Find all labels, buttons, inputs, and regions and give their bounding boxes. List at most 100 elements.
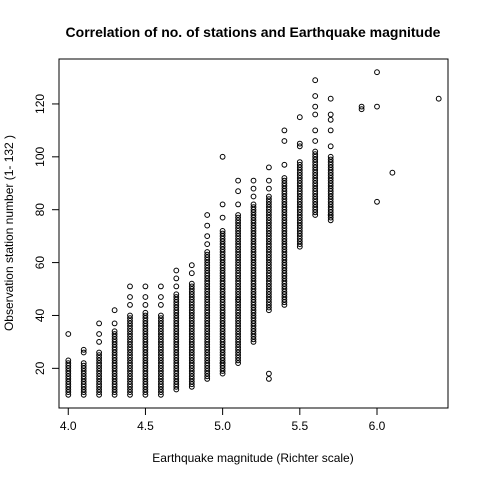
data-point <box>312 103 319 110</box>
data-point <box>312 151 319 158</box>
data-point <box>327 116 334 123</box>
data-point <box>250 204 257 211</box>
data-point <box>235 352 242 359</box>
data-point <box>250 280 257 287</box>
data-point <box>250 262 257 269</box>
data-point <box>312 77 319 84</box>
data-point <box>266 251 272 258</box>
data-point <box>296 172 303 179</box>
data-point <box>204 296 211 303</box>
data-point <box>250 225 257 232</box>
data-point <box>188 333 195 340</box>
data-point <box>219 370 226 377</box>
data-point <box>219 270 226 277</box>
data-point <box>235 225 242 232</box>
data-point <box>188 288 195 295</box>
data-point <box>96 352 102 359</box>
data-point <box>296 180 303 187</box>
data-point <box>158 302 164 308</box>
data-point <box>312 204 319 211</box>
data-point <box>204 251 211 258</box>
data-point <box>281 177 288 184</box>
data-point <box>250 235 257 242</box>
data-point <box>281 230 288 237</box>
data-point <box>327 153 334 160</box>
data-point <box>250 212 257 218</box>
data-point <box>204 233 211 240</box>
data-point <box>281 214 288 221</box>
x-tick-label: 5.5 <box>291 419 308 433</box>
data-point <box>327 111 334 118</box>
data-point <box>296 206 303 213</box>
data-point <box>204 280 211 287</box>
data-point <box>327 196 334 203</box>
data-point <box>327 217 334 224</box>
data-point <box>235 333 242 340</box>
data-point <box>327 188 334 195</box>
data-point <box>312 127 319 134</box>
data-point <box>266 278 272 285</box>
data-point <box>65 389 72 396</box>
data-point <box>327 185 334 192</box>
data-point <box>127 352 133 359</box>
data-point <box>435 95 442 102</box>
data-point <box>296 235 303 242</box>
data-point <box>250 217 257 224</box>
data-point <box>111 378 118 385</box>
data-point <box>204 278 211 285</box>
data-point <box>266 185 272 192</box>
data-point <box>142 344 149 351</box>
x-axis-label: Earthquake magnitude (Richter scale) <box>152 451 353 465</box>
data-point <box>281 288 288 295</box>
data-point <box>389 169 396 176</box>
data-point <box>142 283 149 290</box>
data-point <box>142 352 149 359</box>
data-point <box>250 249 257 255</box>
data-point <box>312 159 319 166</box>
data-point <box>327 212 334 218</box>
data-point <box>281 280 288 287</box>
data-point <box>96 389 102 396</box>
data-point <box>296 140 303 147</box>
data-point <box>111 389 118 396</box>
data-point <box>96 381 102 388</box>
data-point <box>219 307 226 314</box>
data-point <box>158 389 164 396</box>
data-point <box>266 235 272 242</box>
data-point <box>173 381 180 388</box>
data-point <box>127 283 133 290</box>
data-point <box>219 259 226 266</box>
data-point <box>327 159 334 166</box>
data-point <box>173 275 180 282</box>
data-point <box>281 225 288 232</box>
data-point <box>204 249 211 255</box>
data-point <box>266 230 272 237</box>
data-point <box>173 362 180 369</box>
data-point <box>266 164 272 171</box>
data-point <box>204 222 211 229</box>
data-point <box>204 344 211 351</box>
data-point <box>65 331 72 337</box>
data-point <box>281 193 288 200</box>
data-point <box>65 370 72 377</box>
data-point <box>281 259 288 266</box>
data-point <box>281 185 288 192</box>
data-point <box>266 376 272 382</box>
data-point <box>173 296 180 303</box>
data-point <box>96 349 102 356</box>
x-tick-label: 4.5 <box>137 419 154 433</box>
data-point <box>327 169 334 176</box>
data-point <box>266 241 272 248</box>
data-point <box>188 283 195 290</box>
data-points <box>65 69 442 398</box>
data-point <box>312 198 319 205</box>
data-point <box>142 309 149 316</box>
data-point <box>219 315 226 322</box>
data-point <box>173 291 180 298</box>
data-point <box>296 222 303 229</box>
data-point <box>312 185 319 192</box>
data-point <box>65 378 72 385</box>
data-point <box>173 378 180 385</box>
data-point <box>312 148 319 155</box>
data-point <box>219 288 226 295</box>
